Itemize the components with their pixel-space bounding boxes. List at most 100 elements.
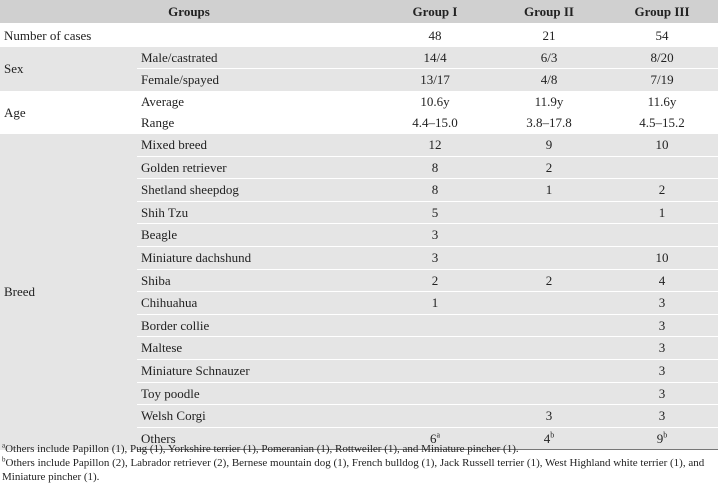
breed-row: Golden retriever 8 2	[0, 156, 718, 180]
sex-male-label: Male/castrated	[137, 46, 379, 70]
breed-row: Welsh Corgi 3 3	[0, 404, 718, 428]
breed-g1: 12	[378, 133, 493, 157]
sex-female-g2: 4/8	[540, 72, 558, 88]
others-g2-value: 4	[543, 430, 551, 446]
sex-male-g2: 6/3	[492, 46, 607, 70]
footnote-a: aOthers include Papillon (1), Pug (1), Y…	[2, 442, 716, 456]
age-range-g2: 3.8–17.8	[526, 115, 572, 131]
header-group-2: Group II	[492, 0, 607, 25]
cases-g3: 54	[655, 28, 669, 43]
breed-g1: 5	[378, 201, 493, 225]
breed-g2	[492, 291, 607, 315]
breed-g3	[606, 156, 718, 180]
cases-g2: 21	[542, 28, 556, 43]
header-groups: Groups	[0, 0, 379, 25]
breed-g3: 1	[606, 201, 718, 225]
breed-g2	[492, 336, 607, 360]
breed-name: Miniature Schnauzer	[137, 359, 379, 383]
header-row: Groups Group I Group II Group III	[0, 0, 718, 25]
breed-g3: 10	[606, 246, 718, 270]
breed-others-label: Others	[137, 427, 379, 451]
breed-row: Breed Mixed breed 12 9 10	[0, 133, 718, 450]
breed-g2: 9	[492, 133, 607, 157]
breed-g2: 2	[492, 156, 607, 180]
breed-g3: 2	[606, 178, 718, 202]
age-range-label: Range	[141, 115, 175, 131]
dog-groups-table: Groups Group I Group II Group III Number…	[0, 0, 718, 451]
breed-g1: 3	[378, 223, 493, 247]
breed-g1	[378, 314, 493, 338]
footnote-b: bOthers include Papillon (2), Labrador r…	[2, 456, 716, 484]
footnote-a-text: Others include Papillon (1), Pug (1), Yo…	[5, 443, 519, 455]
sex-male-g3: 8/20	[606, 46, 718, 70]
header-group-3: Group III	[606, 0, 718, 25]
breed-name: Shih Tzu	[137, 201, 379, 225]
breed-name: Maltese	[137, 336, 379, 360]
breed-g1: 1	[378, 291, 493, 315]
breed-g3: 3	[606, 359, 718, 383]
age-average-g3: 11.6y	[647, 93, 677, 109]
breed-g2	[492, 314, 607, 338]
age-label: Age	[0, 90, 137, 134]
sex-female-g3: 7/19	[650, 72, 674, 88]
breed-name: Toy poodle	[137, 382, 379, 406]
breed-g3: 3	[606, 336, 718, 360]
footnotes: aOthers include Papillon (1), Pug (1), Y…	[2, 442, 716, 484]
footnote-b-text: Others include Papillon (2), Labrador re…	[2, 457, 705, 483]
footnote-b-mark: b	[2, 455, 6, 464]
breed-name: Golden retriever	[137, 156, 379, 180]
cases-row: Number of cases 48 21 54	[0, 24, 718, 47]
age-row-average: Age Average 10.6y 11.9y 11.6y	[0, 90, 718, 134]
breed-g3: 10	[606, 133, 718, 157]
cases-label: Number of cases	[4, 28, 92, 43]
breed-g3: 4	[606, 269, 718, 293]
age-average-g1: 10.6y	[420, 93, 450, 109]
breed-g3	[606, 223, 718, 247]
breed-row: Shih Tzu 5 1	[0, 201, 718, 225]
age-range-g1: 4.4–15.0	[412, 115, 458, 131]
breed-g2	[492, 382, 607, 406]
breed-row: Beagle 3	[0, 223, 718, 247]
sex-female-label: Female/spayed	[141, 72, 219, 88]
breed-name: Welsh Corgi	[137, 404, 379, 428]
breed-g1	[378, 404, 493, 428]
sex-row-female: Female/spayed 13/17 4/8 7/19	[0, 68, 718, 91]
breed-others-g3: 9b	[606, 427, 718, 451]
breed-name: Shetland sheepdog	[137, 178, 379, 202]
breed-g1	[378, 382, 493, 406]
breed-g1: 2	[378, 269, 493, 293]
others-g3-value: 9	[656, 430, 664, 446]
age-average-label: Average	[141, 93, 185, 109]
sex-female-g1: 13/17	[420, 72, 450, 88]
breed-others-g2: 4b	[492, 427, 607, 451]
breed-g3: 3	[606, 404, 718, 428]
breed-g2	[492, 223, 607, 247]
breed-row: Chihuahua 1 3	[0, 291, 718, 315]
others-g1-value: 6	[429, 430, 437, 446]
breed-g1: 3	[378, 246, 493, 270]
breed-g1: 8	[378, 178, 493, 202]
breed-g2	[492, 359, 607, 383]
breed-row: Shetland sheepdog 8 1 2	[0, 178, 718, 202]
breed-row-others: Others 6 a 4b 9b	[0, 427, 718, 451]
breed-name: Border collie	[137, 314, 379, 338]
footnote-a-mark: a	[2, 441, 6, 450]
sex-label: Sex	[0, 46, 137, 91]
breed-g2	[492, 201, 607, 225]
age-range-g3: 4.5–15.2	[639, 115, 685, 131]
breed-row: Miniature Schnauzer 3	[0, 359, 718, 383]
breed-row: Toy poodle 3	[0, 382, 718, 406]
breed-g2: 2	[492, 269, 607, 293]
breed-name: Chihuahua	[137, 291, 379, 315]
age-average-g2: 11.9y	[534, 93, 564, 109]
breed-row: Border collie 3	[0, 314, 718, 338]
breed-g3: 3	[606, 291, 718, 315]
breed-g1	[378, 336, 493, 360]
breed-name: Miniature dachshund	[137, 246, 379, 270]
breed-g3: 3	[606, 382, 718, 406]
breed-g3: 3	[606, 314, 718, 338]
breed-g2	[492, 246, 607, 270]
breed-row: Shiba 2 2 4	[0, 269, 718, 293]
breed-g2: 3	[492, 404, 607, 428]
breed-name: Shiba	[137, 269, 379, 293]
